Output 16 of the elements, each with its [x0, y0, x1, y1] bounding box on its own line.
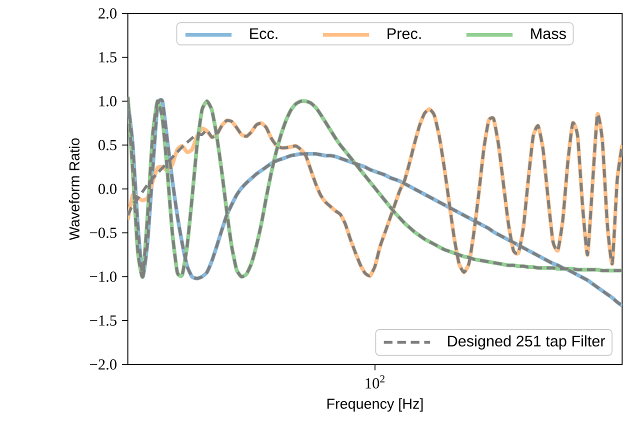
legend-label: Mass: [531, 28, 566, 40]
y-tick-label: −1.0: [90, 272, 116, 282]
y-tick-label: −2.0: [90, 359, 116, 370]
x-tick-label: 10$^{2}$: [366, 375, 385, 389]
y-tick-label: 0.5: [98, 140, 116, 150]
y-tick-label: 1.0: [99, 96, 116, 106]
legend-label: Designed 251 tap Filter: [448, 335, 606, 350]
legend-label: Ecc.: [250, 28, 278, 40]
y-tick-label: −1.5: [90, 315, 116, 326]
y-tick-label: −0.5: [90, 228, 116, 238]
y-tick-label: 2.0: [98, 8, 116, 19]
y-axis-title: Waveform Ratio: [68, 138, 80, 240]
legend-label: Prec.: [388, 28, 421, 40]
x-axis-title: Frequency [Hz]: [327, 398, 423, 412]
y-tick-label: 1.5: [99, 52, 116, 63]
y-tick-label: 0.0: [98, 184, 116, 194]
